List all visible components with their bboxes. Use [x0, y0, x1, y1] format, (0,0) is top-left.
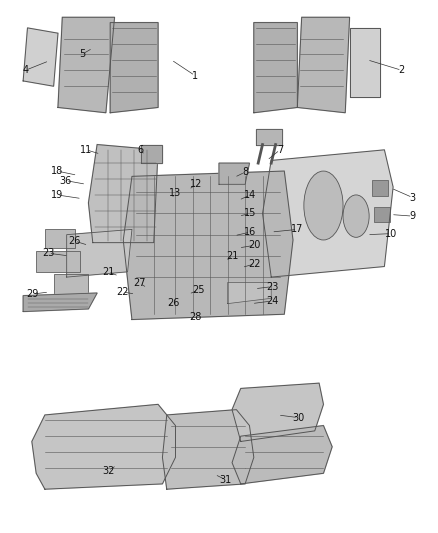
Text: 16: 16: [244, 227, 257, 237]
Text: 26: 26: [167, 297, 180, 308]
Bar: [45, 229, 75, 248]
Text: 3: 3: [410, 192, 416, 203]
Text: 24: 24: [266, 296, 278, 306]
Polygon shape: [219, 163, 250, 184]
Text: 36: 36: [60, 175, 72, 185]
Text: 26: 26: [68, 236, 81, 246]
Polygon shape: [254, 22, 297, 113]
Text: 12: 12: [190, 179, 202, 189]
Text: 11: 11: [80, 145, 92, 155]
Ellipse shape: [343, 195, 369, 237]
Polygon shape: [23, 28, 58, 86]
Text: 6: 6: [138, 145, 144, 155]
Text: 15: 15: [244, 208, 257, 219]
Polygon shape: [123, 171, 293, 319]
Polygon shape: [162, 410, 254, 489]
Text: 10: 10: [385, 229, 397, 239]
Bar: [36, 251, 80, 272]
Text: 19: 19: [51, 190, 63, 200]
Bar: [374, 207, 390, 222]
Polygon shape: [23, 293, 97, 312]
Ellipse shape: [304, 171, 343, 240]
Polygon shape: [67, 229, 132, 277]
Polygon shape: [58, 17, 115, 113]
Text: 29: 29: [27, 289, 39, 299]
Polygon shape: [350, 28, 380, 97]
Polygon shape: [256, 128, 282, 144]
Bar: [372, 180, 388, 196]
Text: 4: 4: [22, 66, 28, 75]
Text: 21: 21: [102, 267, 114, 277]
Polygon shape: [297, 17, 350, 113]
Polygon shape: [88, 144, 158, 243]
Text: 8: 8: [242, 167, 248, 177]
Polygon shape: [110, 22, 158, 113]
Text: 18: 18: [51, 166, 63, 176]
Text: 5: 5: [79, 50, 85, 59]
Text: 23: 23: [266, 281, 278, 292]
Polygon shape: [32, 405, 176, 489]
Polygon shape: [228, 282, 271, 304]
Text: 22: 22: [248, 259, 261, 269]
Text: 17: 17: [291, 224, 304, 235]
Text: 31: 31: [219, 475, 232, 484]
Text: 25: 25: [192, 285, 205, 295]
Text: 32: 32: [102, 466, 114, 475]
Text: 22: 22: [116, 287, 129, 297]
Polygon shape: [141, 144, 162, 163]
Bar: [53, 274, 88, 296]
Text: 13: 13: [170, 188, 182, 198]
Polygon shape: [232, 383, 323, 441]
Polygon shape: [232, 425, 332, 484]
Text: 9: 9: [410, 211, 416, 221]
Text: 27: 27: [134, 278, 146, 288]
Text: 1: 1: [192, 70, 198, 80]
Text: 14: 14: [244, 190, 257, 200]
Text: 2: 2: [399, 66, 405, 75]
Text: 28: 28: [189, 312, 201, 322]
Text: 21: 21: [227, 251, 239, 261]
Text: 7: 7: [277, 145, 283, 155]
Polygon shape: [262, 150, 393, 277]
Text: 20: 20: [248, 240, 261, 251]
Text: 23: 23: [42, 248, 55, 259]
Text: 30: 30: [292, 413, 304, 423]
